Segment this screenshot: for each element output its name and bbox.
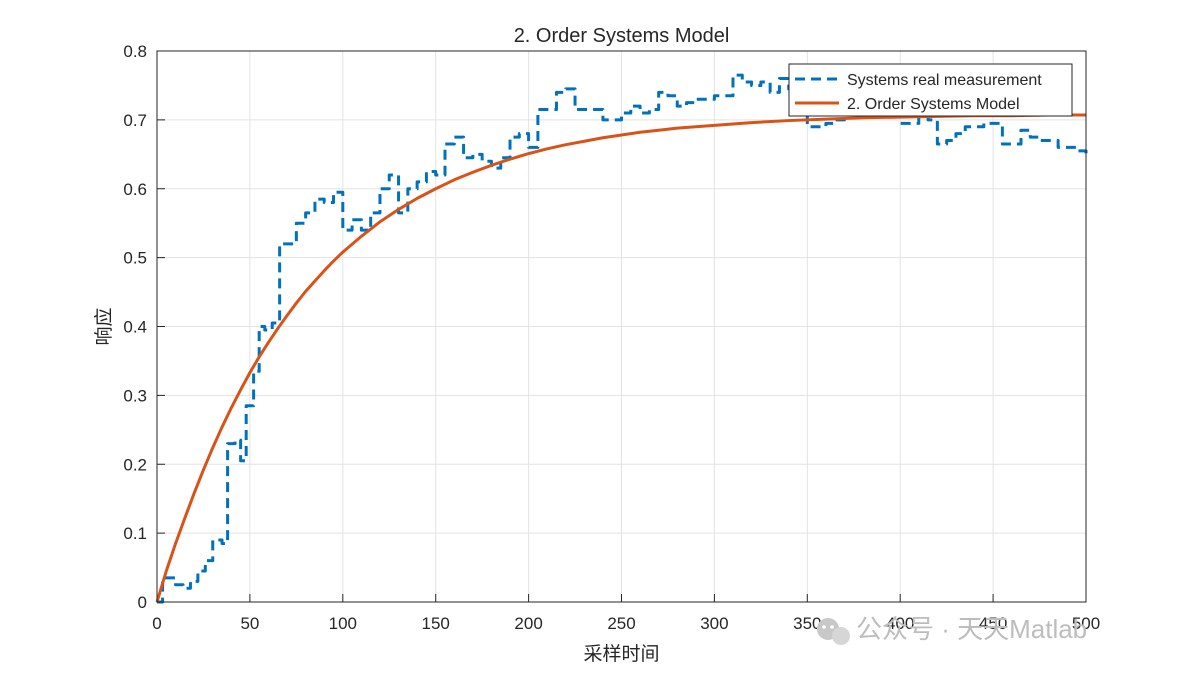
- x-tick-label: 0: [152, 614, 161, 633]
- x-tick-label: 200: [514, 614, 542, 633]
- x-tick-label: 350: [793, 614, 821, 633]
- y-tick-label: 0: [138, 593, 147, 612]
- legend-box: [788, 63, 1073, 117]
- y-axis-label: 响应: [93, 307, 115, 345]
- series-measurement-line: [157, 73, 1088, 604]
- legend-entry: 2. Order Systems Model: [847, 96, 1020, 113]
- x-tick-label: 150: [422, 614, 450, 633]
- x-tick-label: 500: [1072, 614, 1100, 633]
- x-axis-label: 采样时间: [583, 643, 659, 665]
- watermark-text: 公众号 · 天天Matlab: [856, 614, 1087, 644]
- x-tick-label: 250: [607, 614, 635, 633]
- y-tick-label: 0.3: [123, 386, 147, 405]
- y-tick-label: 0.2: [123, 455, 147, 474]
- y-tick-label: 0.1: [123, 524, 147, 543]
- x-tick-label: 300: [700, 614, 728, 633]
- y-tick-label: 0.4: [123, 318, 147, 337]
- x-tick-label: 100: [329, 614, 357, 633]
- y-tick-label: 0.5: [123, 249, 147, 268]
- watermark: 公众号 · 天天Matlab: [817, 614, 1087, 645]
- y-tick-label: 0.6: [123, 180, 147, 199]
- x-tick-label: 400: [886, 614, 914, 633]
- wechat-icon: [817, 618, 850, 645]
- series-layer: [155, 73, 1088, 604]
- series-model-line: [155, 113, 1086, 603]
- x-tick-label: 50: [240, 614, 259, 633]
- chart-title: 2. Order Systems Model: [514, 25, 730, 47]
- legend-entry: Systems real measurement: [847, 72, 1042, 89]
- y-tick-label: 0.7: [123, 111, 147, 130]
- x-tick-label: 450: [979, 614, 1007, 633]
- ticks: 0 50 100 150 200 250 300 350 400 450 500 0 0.1 0.2 0.3…: [123, 42, 1100, 633]
- legend: Systems real measurement 2. Order Systems…: [788, 63, 1073, 117]
- y-tick-label: 0.8: [123, 42, 147, 61]
